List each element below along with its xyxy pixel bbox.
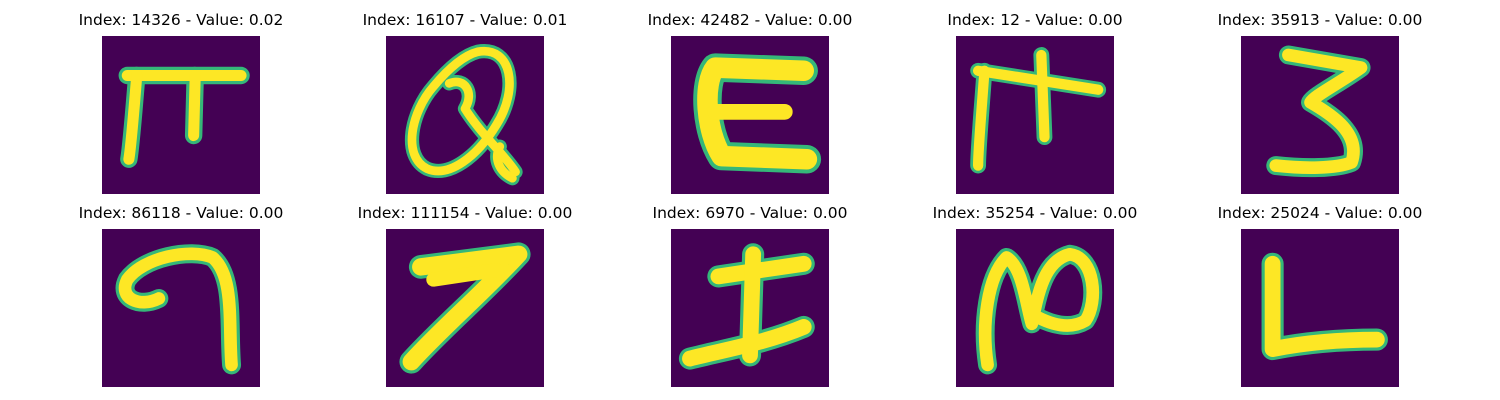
panel-title: Index: 14326 - Value: 0.02 [78, 11, 284, 29]
three-glyph-image [1241, 36, 1399, 194]
panel-3: Index: 42482 - Value: 0.00 [630, 10, 870, 200]
hook-glyph-image [102, 229, 260, 387]
panel-10: Index: 25024 - Value: 0.00 [1200, 203, 1440, 393]
loop-n-glyph-image [956, 229, 1114, 387]
panel-title: Index: 42482 - Value: 0.00 [647, 11, 853, 29]
panel-title: Index: 12 - Value: 0.00 [947, 11, 1123, 29]
pi-cross-glyph-image [956, 36, 1114, 194]
panel-title: Index: 86118 - Value: 0.00 [78, 204, 284, 222]
panel-title: Index: 35913 - Value: 0.00 [1217, 11, 1423, 29]
panel-8: Index: 6970 - Value: 0.00 [630, 203, 870, 393]
looped-q-glyph-image [386, 36, 544, 194]
l-shape-glyph-image [1241, 229, 1399, 387]
panel-2: Index: 16107 - Value: 0.01 [345, 10, 585, 200]
panel-4: Index: 12 - Value: 0.00 [915, 10, 1155, 200]
panel-title: Index: 16107 - Value: 0.01 [362, 11, 568, 29]
panel-9: Index: 35254 - Value: 0.00 [915, 203, 1155, 393]
panel-title: Index: 35254 - Value: 0.00 [932, 204, 1138, 222]
panel-title: Index: 111154 - Value: 0.00 [357, 204, 573, 222]
seven-glyph-image [386, 229, 544, 387]
cross-glyph-image [671, 229, 829, 387]
c-shape-glyph-image [671, 36, 829, 194]
panel-6: Index: 86118 - Value: 0.00 [61, 203, 301, 393]
panel-7: Index: 111154 - Value: 0.00 [345, 203, 585, 393]
panel-5: Index: 35913 - Value: 0.00 [1200, 10, 1440, 200]
panel-1: Index: 14326 - Value: 0.02 [61, 10, 301, 200]
panel-title: Index: 6970 - Value: 0.00 [652, 204, 848, 222]
pi-glyph-image [102, 36, 260, 194]
panel-title: Index: 25024 - Value: 0.00 [1217, 204, 1423, 222]
